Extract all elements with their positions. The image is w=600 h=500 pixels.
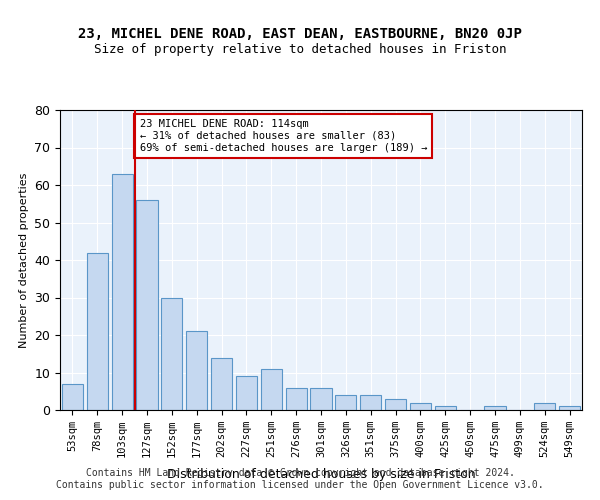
Bar (236, 376, 257, 410)
Bar (286, 388, 307, 410)
Text: Size of property relative to detached houses in Friston: Size of property relative to detached ho… (94, 42, 506, 56)
Bar (261, 369, 282, 410)
Bar (534, 402, 555, 410)
Bar (435, 406, 456, 410)
Y-axis label: Number of detached properties: Number of detached properties (19, 172, 29, 348)
Bar (136, 200, 158, 410)
Bar (62, 384, 83, 410)
Text: 23, MICHEL DENE ROAD, EAST DEAN, EASTBOURNE, BN20 0JP: 23, MICHEL DENE ROAD, EAST DEAN, EASTBOU… (78, 28, 522, 42)
Text: Contains HM Land Registry data © Crown copyright and database right 2024.
Contai: Contains HM Land Registry data © Crown c… (56, 468, 544, 490)
Bar (161, 298, 182, 410)
Bar (211, 358, 232, 410)
Bar (186, 331, 207, 410)
Bar (559, 406, 580, 410)
Bar (410, 402, 431, 410)
Bar (112, 174, 133, 410)
Bar (360, 395, 381, 410)
Bar (385, 399, 406, 410)
X-axis label: Distribution of detached houses by size in Friston: Distribution of detached houses by size … (167, 468, 475, 481)
Bar (87, 252, 108, 410)
Bar (335, 395, 356, 410)
Text: 23 MICHEL DENE ROAD: 114sqm
← 31% of detached houses are smaller (83)
69% of sem: 23 MICHEL DENE ROAD: 114sqm ← 31% of det… (140, 120, 427, 152)
Bar (310, 388, 332, 410)
Bar (484, 406, 506, 410)
